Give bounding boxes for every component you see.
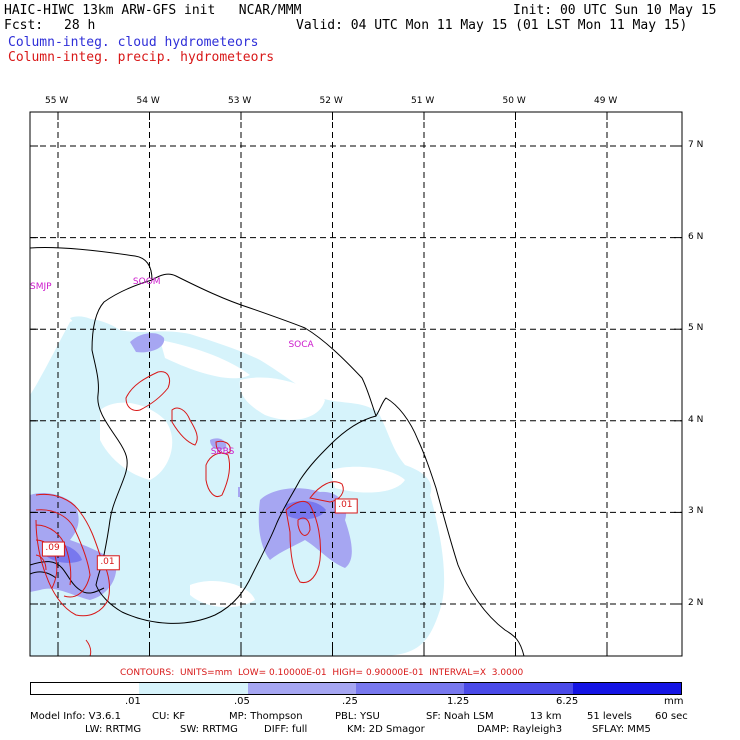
colorbar-tick: .01 — [125, 696, 141, 707]
model-info-km: KM: 2D Smagor — [347, 724, 425, 735]
model-info-sw: SW: RRTMG — [180, 724, 238, 735]
lon-label: 54 W — [136, 96, 160, 106]
colorbar-tick: .25 — [342, 696, 358, 707]
lon-label: 51 W — [411, 96, 435, 106]
cloud-shading-gaps — [100, 340, 405, 608]
lon-label: 50 W — [502, 96, 526, 106]
contour-label-box — [334, 498, 358, 514]
station-label: SBBS — [210, 446, 235, 457]
contour-label: .01 — [338, 499, 353, 510]
model-info-timestep: 60 sec — [655, 711, 688, 722]
lon-label: 53 W — [228, 96, 252, 106]
station-label: SOOM — [132, 277, 161, 288]
contour-label-box — [41, 541, 65, 557]
field-cloud-label: Column-integ. cloud hydrometeors — [8, 35, 259, 50]
colorbar-tick: 6.25 — [556, 696, 579, 707]
contour-label: .01 — [100, 556, 115, 567]
model-info-mp: MP: Thompson — [229, 711, 303, 722]
model-info-diff: DIFF: full — [264, 724, 308, 735]
precip-contours — [35, 371, 344, 656]
contour-label-box — [96, 555, 120, 571]
forecast-hour: 28 h — [64, 18, 96, 33]
model-info-pbl: PBL: YSU — [335, 711, 380, 722]
init-time: Init: 00 UTC Sun 10 May 15 — [513, 3, 717, 18]
colorbar-tick: .05 — [234, 696, 250, 707]
colorbar — [30, 682, 682, 695]
station-label: SMJP — [30, 281, 52, 292]
model-info-version: Model Info: V3.6.1 — [30, 711, 121, 722]
colorbar-segment — [31, 683, 140, 694]
colorbar-segment — [247, 683, 356, 694]
graticule — [30, 112, 682, 656]
model-info-cu: CU: KF — [152, 711, 186, 722]
contour-info: CONTOURS: UNITS=mm LOW= 0.10000E-01 HIGH… — [120, 668, 524, 678]
model-info-lw: LW: RRTMG — [85, 724, 142, 735]
colorbar-tick: 1.25 — [447, 696, 470, 707]
cloud-shading-mid — [30, 333, 352, 600]
lon-label: 52 W — [319, 96, 343, 106]
lat-label: 3 N — [688, 506, 704, 517]
colorbar-unit: mm — [664, 696, 684, 707]
valid-time: Valid: 04 UTC Mon 11 May 15 (01 LST Mon … — [296, 18, 688, 33]
lat-label: 5 N — [688, 323, 704, 334]
map-frame — [29, 111, 683, 657]
contour-label: .09 — [45, 543, 60, 554]
lat-label: 4 N — [688, 414, 704, 425]
colorbar-segment — [464, 683, 573, 694]
model-info-sflay: SFLAY: MM5 — [592, 724, 651, 735]
colorbar-segment — [572, 683, 681, 694]
frame-ticks — [30, 112, 682, 656]
model-info-resolution: 13 km — [530, 711, 562, 722]
field-precip-label: Column-integ. precip. hydrometeors — [8, 50, 275, 65]
lon-label: 49 W — [594, 96, 618, 106]
model-info-sf: SF: Noah LSM — [426, 711, 494, 722]
model-info-damp: DAMP: Rayleigh3 — [477, 724, 563, 735]
plot-title: HAIC-HIWC 13km ARW-GFS init NCAR/MMM — [4, 3, 302, 18]
lat-label: 2 N — [688, 598, 704, 608]
cloud-shading-light — [30, 316, 445, 656]
forecast-label: Fcst: — [4, 18, 44, 33]
lat-label: 6 N — [688, 231, 704, 242]
station-label: SOCA — [288, 339, 314, 350]
lat-label: 7 N — [688, 140, 704, 150]
contour-labels — [41, 498, 358, 571]
model-info-levels: 51 levels — [587, 711, 632, 722]
colorbar-segment — [139, 683, 248, 694]
lon-label: 55 W — [45, 96, 69, 106]
colorbar-segment — [355, 683, 465, 694]
